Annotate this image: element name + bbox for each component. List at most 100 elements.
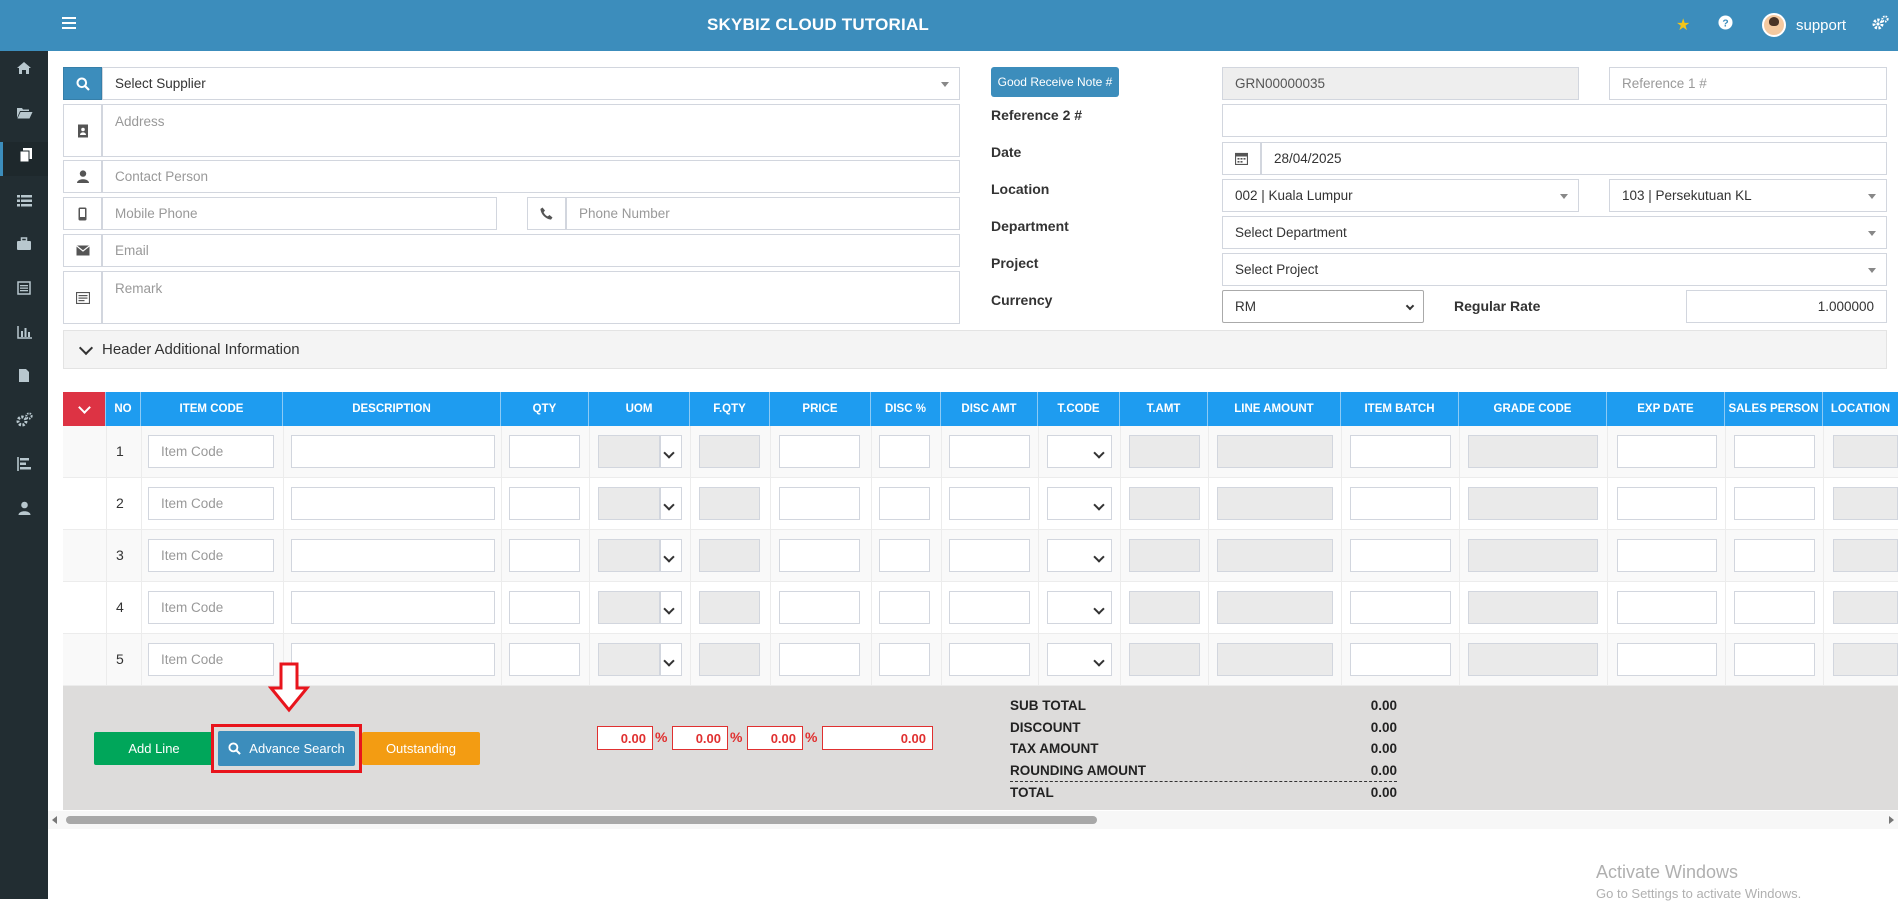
header-additional-information-toggle[interactable]: Header Additional Information — [63, 330, 1887, 369]
reference-2-input[interactable] — [1222, 104, 1887, 137]
exp-date-input[interactable] — [1617, 591, 1717, 624]
phone-number-input[interactable]: Phone Number — [566, 197, 960, 230]
item-batch-input[interactable] — [1350, 487, 1451, 520]
discount-2-input[interactable]: 0.00 — [672, 726, 728, 750]
description-input[interactable] — [291, 435, 495, 468]
gears-icon[interactable] — [1872, 15, 1889, 36]
reference-1-input[interactable]: Reference 1 # — [1609, 67, 1887, 100]
outstanding-button[interactable]: Outstanding — [362, 732, 480, 765]
user-icon[interactable] — [0, 494, 48, 528]
project-select[interactable]: Select Project — [1222, 253, 1887, 286]
qty-input[interactable] — [509, 591, 580, 624]
sales-person-input[interactable] — [1734, 591, 1815, 624]
department-select[interactable]: Select Department — [1222, 216, 1887, 249]
currency-select[interactable]: RM — [1222, 290, 1424, 323]
item-code-input[interactable]: Item Code — [148, 435, 274, 468]
uom-select[interactable] — [660, 435, 682, 468]
help-icon[interactable]: ? — [1718, 15, 1733, 35]
copy-icon[interactable] — [0, 142, 48, 176]
item-batch-input[interactable] — [1350, 435, 1451, 468]
uom-select[interactable] — [660, 487, 682, 520]
qty-input[interactable] — [509, 487, 580, 520]
tcode-select[interactable] — [1047, 643, 1112, 676]
item-code-input[interactable]: Item Code — [148, 643, 274, 676]
tcode-select[interactable] — [1047, 591, 1112, 624]
scrollbar-thumb[interactable] — [66, 816, 1097, 824]
address-textarea[interactable]: Address — [102, 104, 960, 157]
good-receive-note-button[interactable]: Good Receive Note # — [991, 67, 1119, 97]
disc-pct-input[interactable] — [879, 539, 930, 572]
grid-collapse-button[interactable] — [63, 392, 106, 426]
item-code-input[interactable]: Item Code — [148, 487, 274, 520]
remark-textarea[interactable]: Remark — [102, 271, 960, 324]
discount-1-input[interactable]: 0.00 — [597, 726, 653, 750]
exp-date-input[interactable] — [1617, 539, 1717, 572]
sales-person-input[interactable] — [1734, 487, 1815, 520]
item-batch-input[interactable] — [1350, 591, 1451, 624]
price-input[interactable] — [779, 591, 860, 624]
disc-pct-input[interactable] — [879, 643, 930, 676]
item-batch-input[interactable] — [1350, 643, 1451, 676]
report-icon[interactable] — [0, 274, 48, 308]
tcode-select[interactable] — [1047, 435, 1112, 468]
supplier-search-button[interactable] — [63, 67, 102, 100]
date-picker-button[interactable] — [1222, 142, 1261, 175]
description-input[interactable] — [291, 643, 495, 676]
scroll-left-icon[interactable] — [52, 816, 57, 824]
menu-toggle-icon[interactable] — [62, 17, 76, 29]
disc-amt-input[interactable] — [949, 435, 1030, 468]
date-input[interactable]: 28/04/2025 — [1261, 142, 1887, 175]
disc-amt-input[interactable] — [949, 643, 1030, 676]
supplier-select[interactable]: Select Supplier — [102, 67, 960, 100]
tcode-select[interactable] — [1047, 487, 1112, 520]
mobile-phone-input[interactable]: Mobile Phone — [102, 197, 497, 230]
uom-select[interactable] — [660, 591, 682, 624]
price-input[interactable] — [779, 435, 860, 468]
advance-search-button[interactable]: Advance Search — [218, 731, 355, 766]
regular-rate-input[interactable]: 1.000000 — [1686, 290, 1887, 323]
price-input[interactable] — [779, 539, 860, 572]
discount-amount-input[interactable]: 0.00 — [822, 726, 933, 750]
email-input[interactable]: Email — [102, 234, 960, 267]
description-input[interactable] — [291, 487, 495, 520]
location-select[interactable]: 002 | Kuala Lumpur — [1222, 179, 1579, 212]
horizontal-scrollbar[interactable] — [48, 811, 1898, 829]
disc-amt-input[interactable] — [949, 539, 1030, 572]
star-icon[interactable]: ★ — [1676, 17, 1691, 34]
discount-3-input[interactable]: 0.00 — [747, 726, 803, 750]
qty-input[interactable] — [509, 643, 580, 676]
qty-input[interactable] — [509, 539, 580, 572]
file-icon[interactable] — [0, 362, 48, 396]
disc-amt-input[interactable] — [949, 487, 1030, 520]
contact-person-input[interactable]: Contact Person — [102, 160, 960, 193]
tasks-icon[interactable] — [0, 450, 48, 484]
tcode-select[interactable] — [1047, 539, 1112, 572]
sales-person-input[interactable] — [1734, 539, 1815, 572]
cogs-icon[interactable] — [0, 406, 48, 440]
exp-date-input[interactable] — [1617, 487, 1717, 520]
price-input[interactable] — [779, 487, 860, 520]
disc-pct-input[interactable] — [879, 591, 930, 624]
add-line-button[interactable]: Add Line — [94, 732, 214, 765]
description-input[interactable] — [291, 539, 495, 572]
price-input[interactable] — [779, 643, 860, 676]
uom-select[interactable] — [660, 539, 682, 572]
item-code-input[interactable]: Item Code — [148, 591, 274, 624]
user-name[interactable]: support — [1796, 17, 1847, 34]
sales-person-input[interactable] — [1734, 643, 1815, 676]
disc-amt-input[interactable] — [949, 591, 1030, 624]
qty-input[interactable] — [509, 435, 580, 468]
bar-chart-icon[interactable] — [0, 318, 48, 352]
sales-person-input[interactable] — [1734, 435, 1815, 468]
area-select[interactable]: 103 | Persekutuan KL — [1609, 179, 1887, 212]
item-batch-input[interactable] — [1350, 539, 1451, 572]
home-icon[interactable] — [0, 54, 48, 88]
scroll-right-icon[interactable] — [1889, 816, 1894, 824]
list-icon[interactable] — [0, 186, 48, 220]
exp-date-input[interactable] — [1617, 643, 1717, 676]
exp-date-input[interactable] — [1617, 435, 1717, 468]
uom-select[interactable] — [660, 643, 682, 676]
disc-pct-input[interactable] — [879, 435, 930, 468]
briefcase-icon[interactable] — [0, 230, 48, 264]
item-code-input[interactable]: Item Code — [148, 539, 274, 572]
